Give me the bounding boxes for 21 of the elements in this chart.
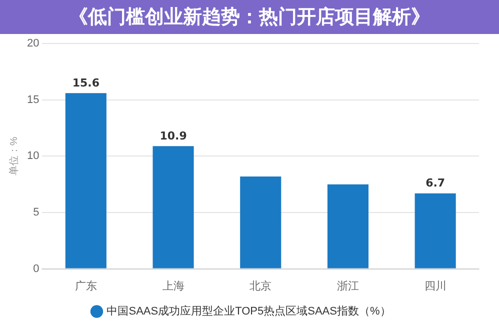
text: 10.9 (160, 129, 187, 142)
y-tick-label: 15 (26, 94, 40, 106)
y-tick-label: 0 (33, 262, 40, 275)
y-axis-title: 单位：% (8, 136, 20, 176)
chart-title: 《低门槛创业新趋势：热门开店项目解析》 (0, 0, 499, 34)
x-tick-label: 北京 (250, 279, 272, 292)
bar (414, 193, 456, 268)
bar (65, 93, 106, 268)
y-tick-label: 5 (33, 206, 40, 219)
text: 15.6 (72, 76, 100, 90)
x-tick-label: 上海 (162, 279, 184, 292)
x-tick-label: 广东 (74, 279, 97, 292)
text: 6.7 (426, 176, 446, 190)
legend-label: 中国SAAS成功应用型企业TOP5热点区域SAAS指数（%） (106, 304, 391, 318)
y-tick-label: 20 (26, 38, 40, 50)
bar (240, 176, 282, 268)
bar (152, 146, 194, 268)
x-tick-label: 四川 (424, 279, 446, 292)
y-tick-label: 10 (26, 150, 40, 162)
x-tick-label: 浙江 (336, 279, 359, 292)
bar (327, 184, 368, 268)
